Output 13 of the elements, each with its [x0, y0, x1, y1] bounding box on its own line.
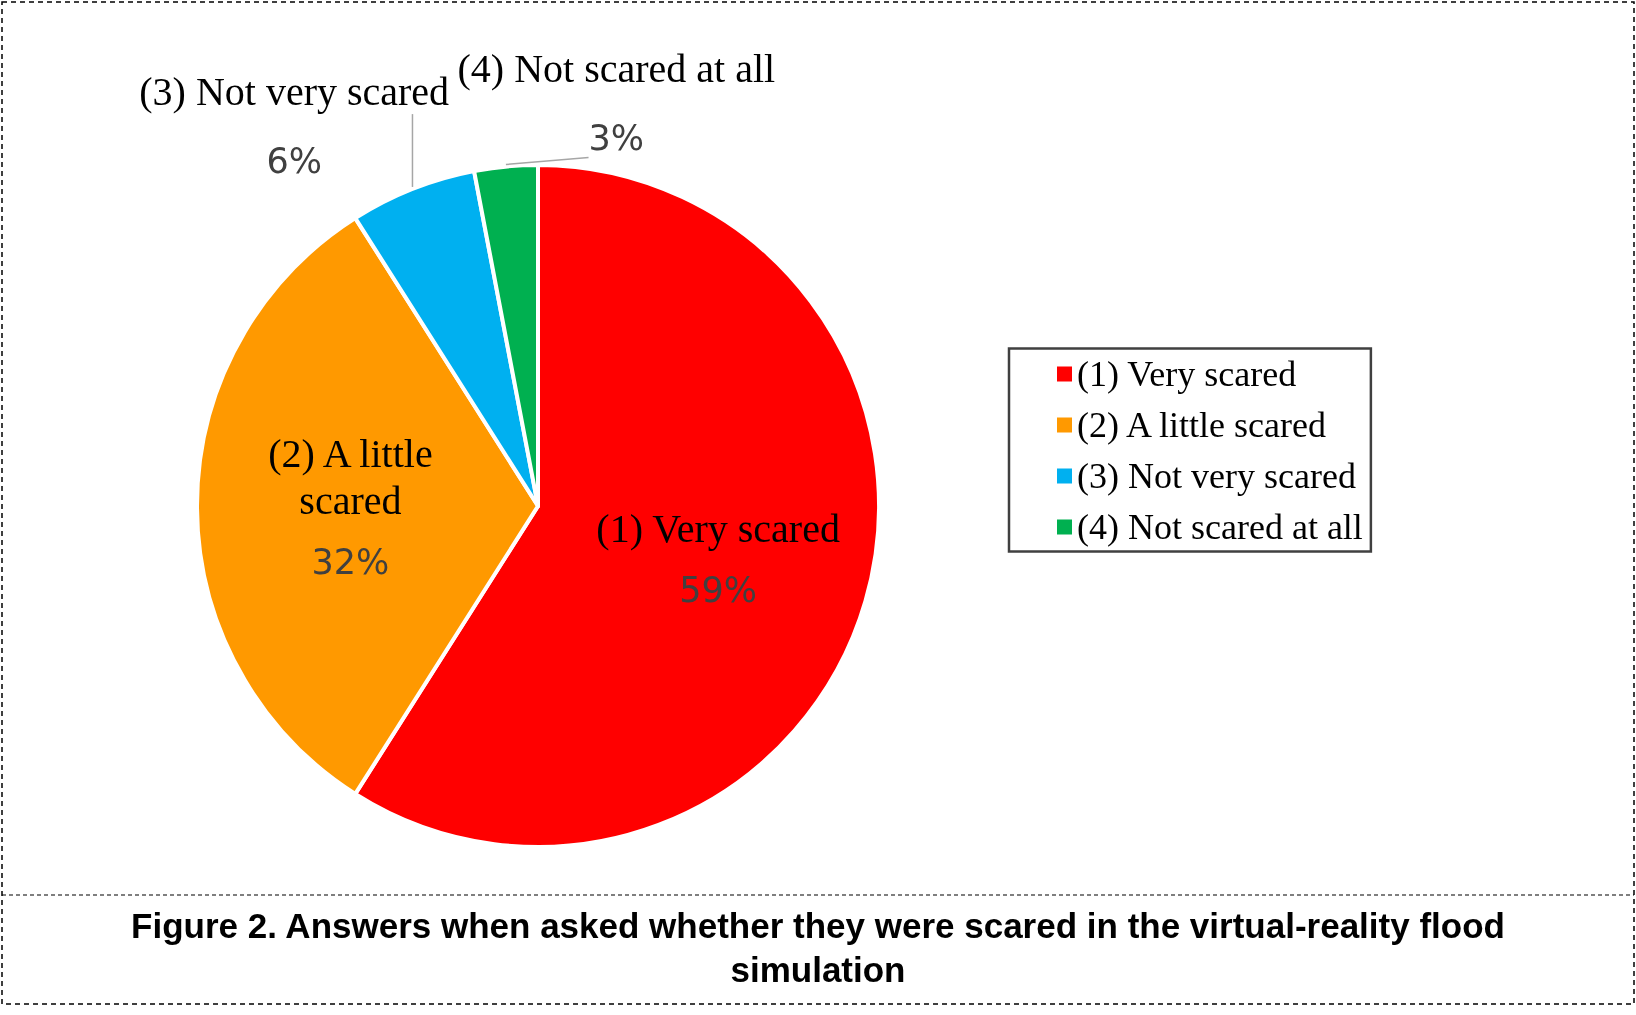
text: Figure 2. Answers when asked whether they were scared in the virtual-reality flood simulation — [131, 906, 1505, 989]
data-label: 6% — [266, 141, 322, 182]
slice-label: (3) Not very scared — [139, 69, 450, 115]
slice-label: (2) A little scared — [268, 430, 433, 523]
data-label: 59% — [679, 570, 757, 611]
slice-label: (1) Very scared — [596, 506, 840, 552]
data-label: 3% — [588, 117, 645, 158]
legend-label: (4) Not scared at all — [1077, 506, 1363, 547]
legend-label: (1) Very scared — [1077, 353, 1297, 394]
legend-label: (2) A little scared — [1077, 404, 1326, 445]
slice-label: (4) Not scared at all — [457, 45, 776, 91]
legend-label: (3) Not very scared — [1077, 455, 1356, 496]
data-label: 32% — [311, 541, 390, 582]
